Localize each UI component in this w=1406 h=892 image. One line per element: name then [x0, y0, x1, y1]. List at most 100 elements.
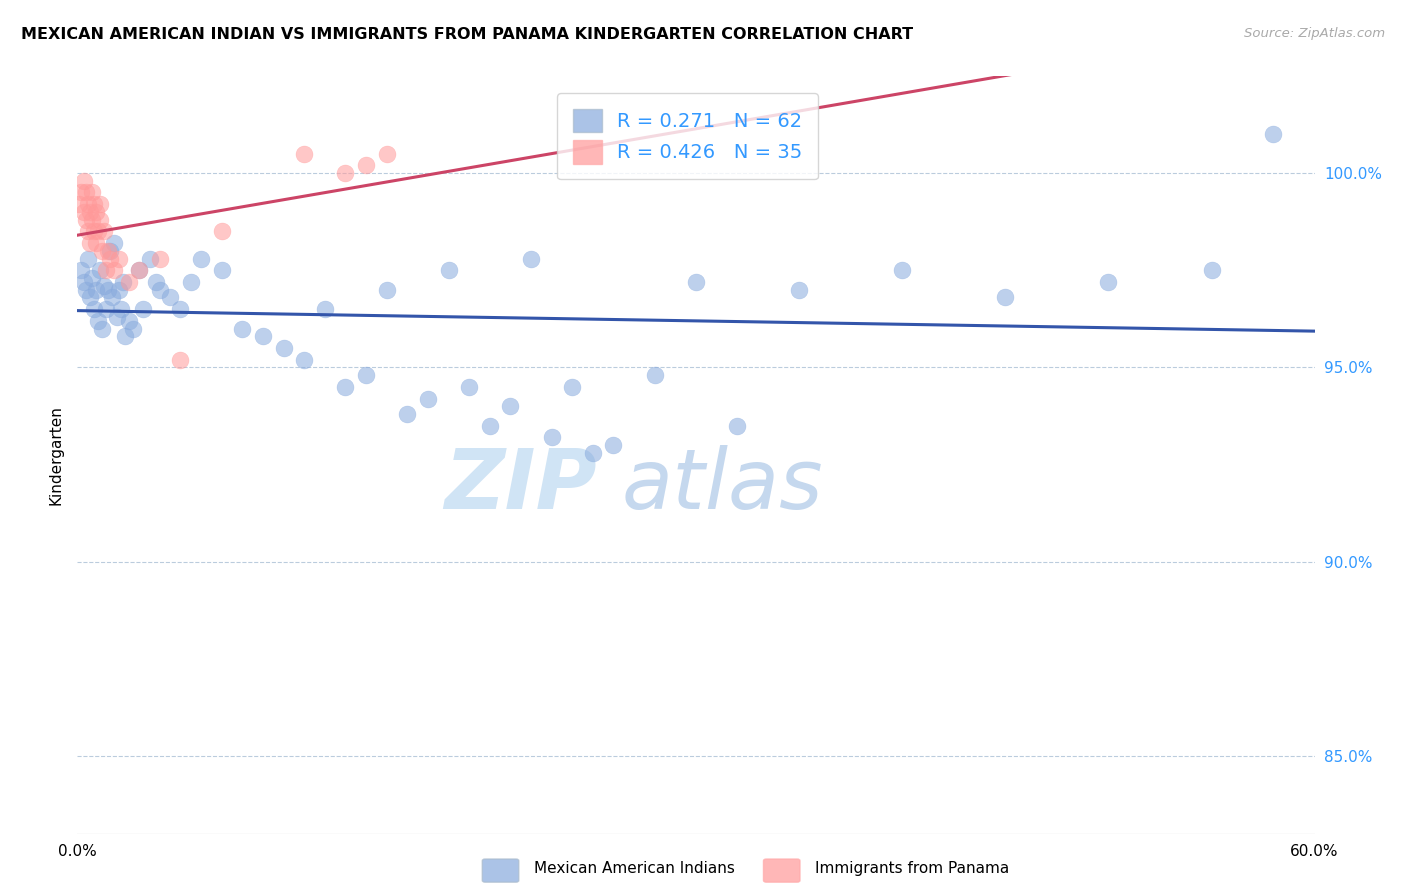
Point	[107, 252, 129, 266]
Y-axis label: Kindergarten: Kindergarten	[48, 405, 63, 505]
Point	[80, 212, 103, 227]
Point	[84, 235, 107, 250]
Point	[335, 166, 357, 180]
Point	[1201, 263, 1223, 277]
Point	[437, 263, 460, 277]
Point	[149, 283, 172, 297]
Point	[87, 224, 110, 238]
Point	[89, 263, 111, 277]
Point	[180, 275, 202, 289]
Point	[96, 302, 118, 317]
Point	[76, 224, 98, 238]
Point	[70, 186, 93, 200]
Point	[685, 275, 707, 289]
Point	[80, 271, 103, 285]
Point	[111, 275, 134, 289]
Point	[273, 341, 295, 355]
Point	[1263, 127, 1285, 141]
Point	[72, 205, 94, 219]
Point	[159, 290, 181, 304]
Point	[98, 244, 121, 258]
Point	[93, 224, 115, 238]
Text: atlas: atlas	[621, 445, 824, 525]
Point	[149, 252, 172, 266]
Point	[76, 252, 98, 266]
Text: Mexican American Indians: Mexican American Indians	[534, 861, 735, 876]
Point	[79, 235, 101, 250]
Point	[602, 438, 624, 452]
Point	[375, 283, 398, 297]
Point	[561, 380, 583, 394]
Point	[725, 418, 748, 433]
Point	[211, 224, 233, 238]
Point	[70, 263, 93, 277]
Point	[416, 392, 439, 406]
Point	[75, 283, 97, 297]
Point	[91, 321, 114, 335]
Point	[72, 275, 94, 289]
Point	[122, 321, 145, 335]
Text: ZIP: ZIP	[444, 445, 598, 525]
Point	[891, 263, 914, 277]
Point	[79, 290, 101, 304]
Point	[89, 197, 111, 211]
Point	[75, 212, 97, 227]
Point	[101, 290, 124, 304]
Point	[128, 263, 150, 277]
Point	[80, 186, 103, 200]
Point	[87, 314, 110, 328]
Point	[91, 244, 114, 258]
Point	[128, 263, 150, 277]
Point	[96, 263, 118, 277]
Point	[138, 252, 160, 266]
Point	[354, 158, 377, 172]
Point	[89, 212, 111, 227]
Point	[169, 352, 191, 367]
Point	[190, 252, 212, 266]
Point	[499, 400, 522, 414]
Point	[105, 310, 128, 324]
Point	[478, 418, 501, 433]
Point	[107, 283, 129, 297]
Point	[118, 275, 141, 289]
Point	[132, 302, 155, 317]
Point	[458, 380, 481, 394]
Point	[84, 283, 107, 297]
Point	[396, 407, 419, 421]
Point	[231, 321, 253, 335]
Point	[97, 283, 120, 297]
Text: MEXICAN AMERICAN INDIAN VS IMMIGRANTS FROM PANAMA KINDERGARTEN CORRELATION CHART: MEXICAN AMERICAN INDIAN VS IMMIGRANTS FR…	[21, 27, 914, 42]
Point	[314, 302, 336, 317]
Point	[76, 197, 98, 211]
Point	[72, 174, 94, 188]
Point	[292, 146, 315, 161]
Point	[103, 263, 125, 277]
Point	[83, 197, 105, 211]
Point	[375, 146, 398, 161]
Point	[93, 278, 115, 293]
Legend: R = 0.271   N = 62, R = 0.426   N = 35: R = 0.271 N = 62, R = 0.426 N = 35	[557, 93, 818, 179]
Point	[1097, 275, 1119, 289]
Point	[145, 275, 167, 289]
Point	[98, 252, 121, 266]
Text: Immigrants from Panama: Immigrants from Panama	[815, 861, 1010, 876]
Point	[83, 224, 105, 238]
Point	[211, 263, 233, 277]
Point	[84, 205, 107, 219]
Point	[335, 380, 357, 394]
Point	[292, 352, 315, 367]
Point	[97, 244, 120, 258]
Point	[644, 368, 666, 383]
Point	[118, 314, 141, 328]
Point	[540, 430, 562, 444]
Point	[114, 329, 136, 343]
Point	[994, 290, 1017, 304]
Point	[169, 302, 191, 317]
Point	[520, 252, 543, 266]
Point	[354, 368, 377, 383]
Point	[103, 235, 125, 250]
Point	[110, 302, 132, 317]
Point	[582, 446, 605, 460]
Point	[252, 329, 274, 343]
Point	[787, 283, 810, 297]
